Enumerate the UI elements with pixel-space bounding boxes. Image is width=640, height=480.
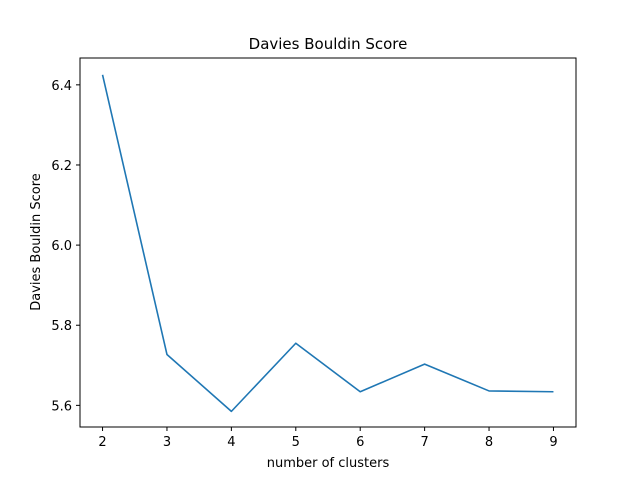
data-point (230, 410, 232, 412)
x-tick-label: 9 (549, 435, 557, 450)
data-point (166, 353, 168, 355)
plot-area: 2 3 4 5 6 7 8 9 5.6 5.8 6.0 6.2 6.4 (51, 57, 577, 450)
x-tick-label: 6 (356, 435, 364, 450)
x-tick-label: 5 (292, 435, 300, 450)
y-tick-label: 6.4 (51, 79, 72, 94)
y-axis-ticks: 5.6 5.8 6.0 6.2 6.4 (51, 79, 80, 414)
x-axis-ticks: 2 3 4 5 6 7 8 9 (98, 427, 558, 450)
y-tick-label: 6.2 (51, 159, 72, 174)
x-axis-label: number of clusters (267, 456, 390, 471)
y-tick-label: 5.6 (51, 399, 72, 414)
series-group (101, 74, 554, 413)
data-point (359, 391, 361, 393)
series-line (101, 74, 554, 413)
y-tick-label: 6.0 (51, 239, 72, 254)
data-point (552, 391, 554, 393)
data-point (295, 342, 297, 344)
x-tick-label: 3 (163, 435, 171, 450)
x-tick-label: 4 (227, 435, 235, 450)
data-point (488, 390, 490, 392)
x-tick-label: 2 (98, 435, 106, 450)
axes-frame (79, 57, 577, 428)
data-point (102, 74, 104, 76)
x-tick-label: 7 (420, 435, 428, 450)
data-point (424, 363, 426, 365)
chart-title: Davies Bouldin Score (249, 35, 408, 53)
x-tick-label: 8 (485, 435, 493, 450)
y-axis-label: Davies Bouldin Score (29, 173, 44, 311)
y-tick-label: 5.8 (51, 319, 72, 334)
